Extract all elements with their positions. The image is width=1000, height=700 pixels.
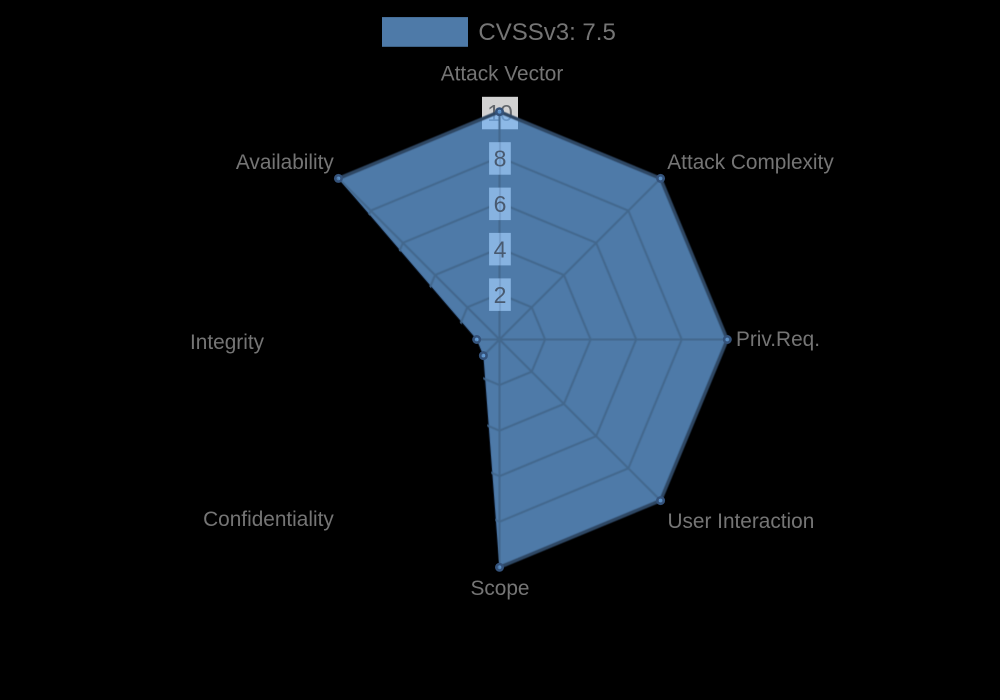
svg-text:CVSSv3: 7.5: CVSSv3: 7.5	[478, 19, 615, 46]
svg-text:Priv.Req.: Priv.Req.	[736, 328, 820, 351]
svg-text:User Interaction: User Interaction	[668, 510, 815, 533]
svg-text:6: 6	[494, 191, 507, 217]
svg-text:2: 2	[494, 282, 507, 308]
svg-text:Integrity: Integrity	[190, 331, 265, 354]
svg-text:Scope: Scope	[471, 577, 530, 600]
svg-text:Confidentiality: Confidentiality	[203, 508, 334, 531]
svg-text:4: 4	[494, 236, 507, 262]
svg-text:Attack Vector: Attack Vector	[441, 63, 564, 86]
svg-text:Attack Complexity: Attack Complexity	[667, 151, 834, 174]
svg-text:Availability: Availability	[236, 151, 334, 174]
svg-text:8: 8	[494, 146, 507, 172]
